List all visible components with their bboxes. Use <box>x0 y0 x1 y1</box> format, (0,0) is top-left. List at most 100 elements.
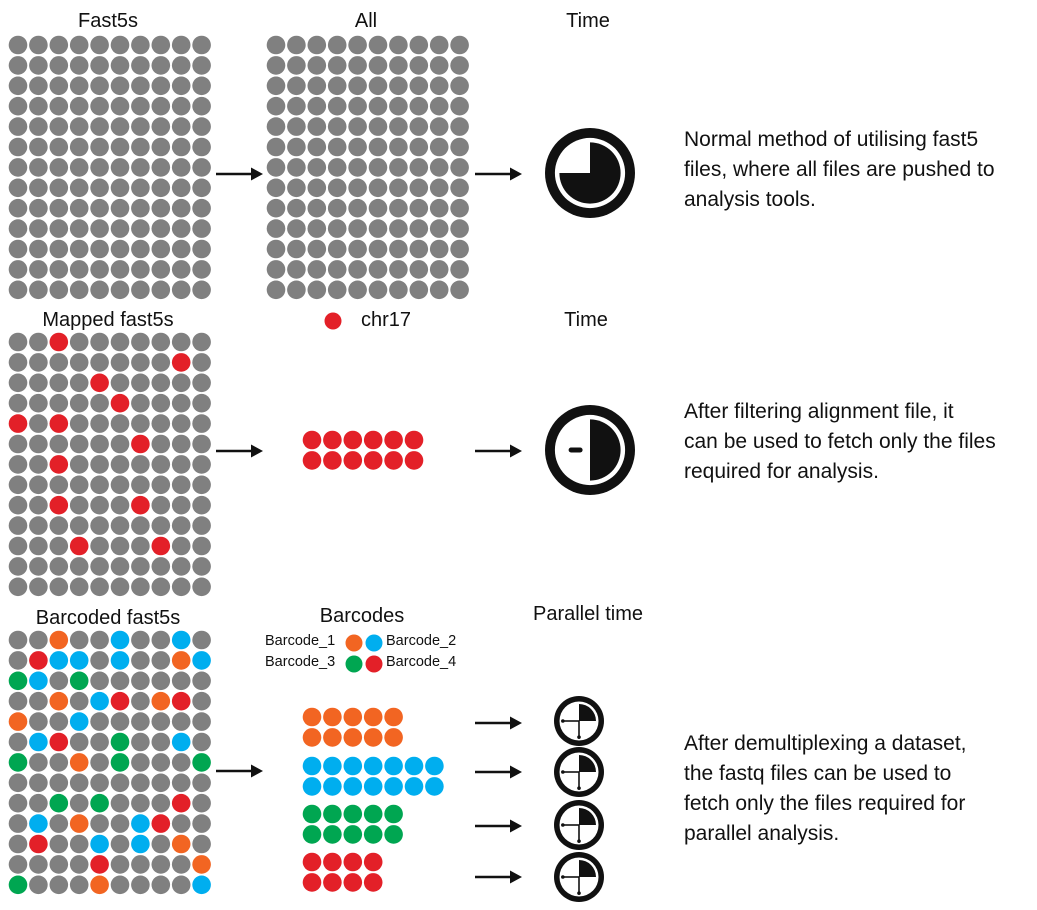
file-dot-icon <box>450 280 469 300</box>
file-dot-icon <box>192 671 211 691</box>
file-dot-icon <box>49 219 69 238</box>
file-dot-icon <box>302 804 322 824</box>
file-dot-icon <box>266 239 286 259</box>
file-dot-icon <box>49 495 69 515</box>
file-dot-icon <box>29 630 48 650</box>
file-dot-icon <box>131 671 150 691</box>
file-dot-icon <box>110 137 130 157</box>
file-dot-icon <box>8 158 28 177</box>
file-dot-icon <box>363 852 383 872</box>
file-dot-icon <box>69 393 89 413</box>
file-dot-icon <box>343 825 363 844</box>
file-dot-icon <box>302 728 322 747</box>
file-dot-icon <box>8 76 28 96</box>
file-dot-icon <box>151 691 171 711</box>
file-dot-icon <box>429 56 449 75</box>
file-dot-icon <box>131 475 150 495</box>
file-dot-icon <box>302 451 322 470</box>
file-dot-icon <box>131 651 150 670</box>
file-dot-icon <box>29 393 48 413</box>
description-line: After demultiplexing a dataset, <box>684 732 967 755</box>
file-dot-icon <box>90 455 109 474</box>
barcode-2-label: Barcode_2 <box>386 633 457 649</box>
file-dot-icon <box>266 260 286 279</box>
file-dot-icon <box>389 35 408 55</box>
file-dot-icon <box>192 158 211 177</box>
right-arrow-icon <box>510 444 522 458</box>
file-dot-icon <box>171 137 191 157</box>
description-line: After filtering alignment file, it <box>684 400 954 423</box>
file-dot-icon <box>171 732 191 752</box>
file-dot-icon <box>363 825 383 844</box>
file-dot-icon <box>151 495 171 515</box>
file-dot-icon <box>266 56 286 75</box>
file-dot-icon <box>192 814 211 833</box>
file-dot-icon <box>151 753 171 772</box>
description-line: Normal method of utilising fast5 <box>684 128 979 151</box>
file-dot-icon <box>131 577 150 597</box>
file-dot-icon <box>131 630 150 650</box>
file-dot-icon <box>49 393 69 413</box>
file-dot-icon <box>171 651 191 670</box>
file-dot-icon <box>90 814 109 833</box>
right-arrow-icon <box>510 870 522 884</box>
file-dot-icon <box>8 414 28 433</box>
file-dot-icon <box>110 35 130 55</box>
file-dot-icon <box>29 691 48 711</box>
file-dot-icon <box>266 137 286 157</box>
file-dot-icon <box>151 198 171 218</box>
file-dot-icon <box>450 158 469 177</box>
file-dot-icon <box>409 137 429 157</box>
right-arrow-icon <box>510 765 522 779</box>
file-dot-icon <box>8 198 28 218</box>
file-dot-icon <box>8 178 28 198</box>
file-dot-icon <box>192 875 211 895</box>
file-dot-icon <box>49 373 69 393</box>
file-dot-icon <box>327 178 347 198</box>
file-dot-icon <box>171 577 191 597</box>
file-dot-icon <box>49 834 69 854</box>
file-dot-icon <box>365 655 383 673</box>
file-dot-icon <box>69 260 89 279</box>
file-dot-icon <box>131 353 150 372</box>
file-dot-icon <box>384 451 403 470</box>
file-dot-icon <box>151 353 171 372</box>
file-dot-icon <box>389 56 408 75</box>
file-dot-icon <box>287 96 306 116</box>
file-dot-icon <box>90 651 109 670</box>
file-dot-icon <box>110 855 130 874</box>
file-dot-icon <box>368 280 388 300</box>
file-dot-icon <box>192 557 211 576</box>
file-dot-icon <box>302 777 322 796</box>
file-dot-icon <box>307 198 327 218</box>
file-dot-icon <box>110 76 130 96</box>
file-dot-icon <box>69 353 89 372</box>
file-dot-icon <box>8 117 28 136</box>
file-dot-icon <box>69 76 89 96</box>
file-dot-icon <box>131 814 150 833</box>
file-dot-icon <box>151 475 171 495</box>
clock-icon <box>577 891 581 895</box>
file-dot-icon <box>404 756 424 776</box>
file-dot-icon <box>69 56 89 75</box>
file-dot-icon <box>307 35 327 55</box>
file-dot-icon <box>90 732 109 752</box>
file-dot-icon <box>131 495 150 515</box>
file-dot-icon <box>49 577 69 597</box>
file-dot-icon <box>363 451 383 470</box>
file-dot-icon <box>49 630 69 650</box>
file-dot-icon <box>389 198 408 218</box>
file-dot-icon <box>90 577 109 597</box>
file-dot-icon <box>287 239 306 259</box>
file-dot-icon <box>29 536 48 556</box>
file-dot-icon <box>389 239 408 259</box>
file-dot-icon <box>343 707 363 727</box>
file-dot-icon <box>90 260 109 279</box>
file-dot-icon <box>29 455 48 474</box>
file-dot-icon <box>8 280 28 300</box>
file-dot-icon <box>110 516 130 535</box>
file-dot-icon <box>409 280 429 300</box>
file-dot-icon <box>49 712 69 731</box>
file-dot-icon <box>345 655 363 673</box>
